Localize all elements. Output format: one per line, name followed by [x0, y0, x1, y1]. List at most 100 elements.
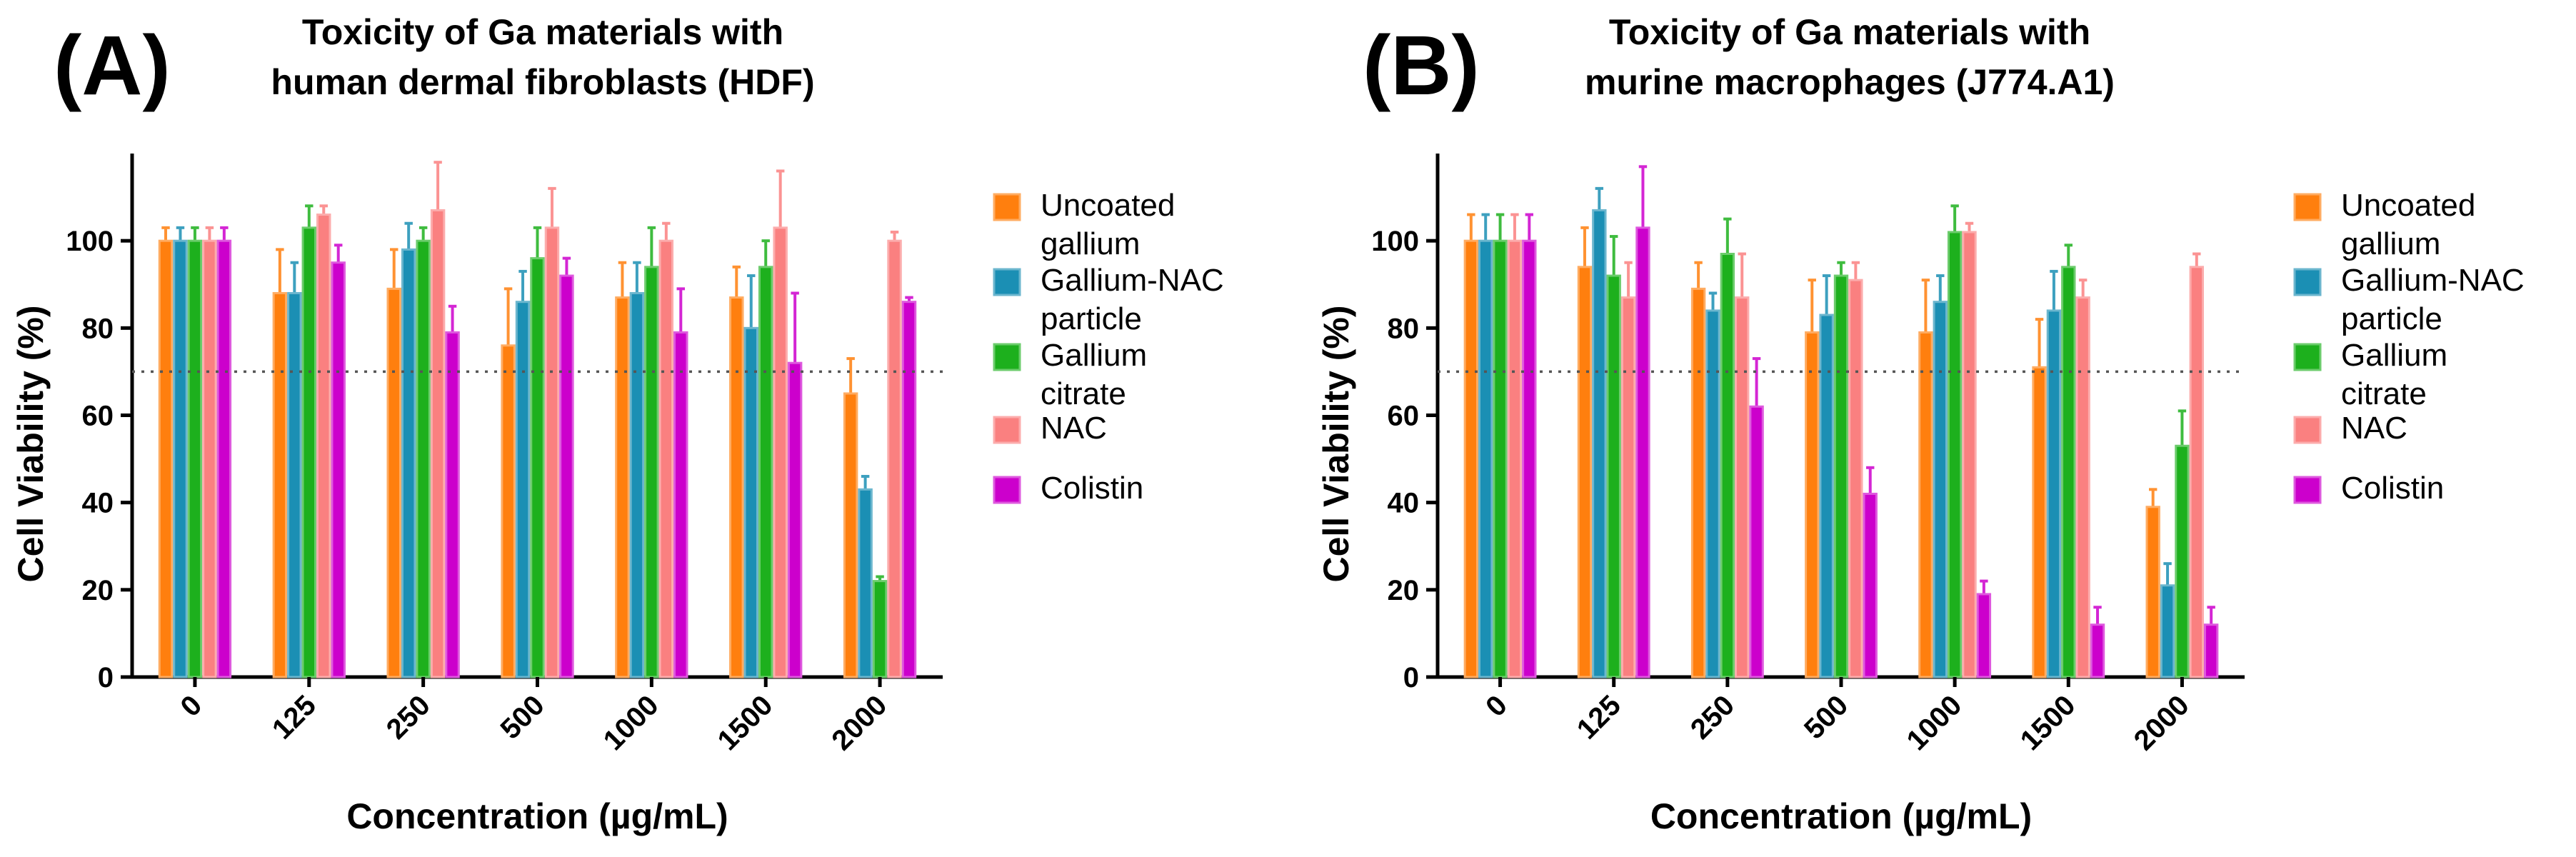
- y-tick-label: 100: [66, 226, 114, 257]
- bar: [316, 214, 331, 678]
- x-tick-label: 500: [495, 689, 551, 745]
- bar: [1606, 274, 1621, 678]
- bar: [644, 266, 659, 678]
- bar: [287, 291, 302, 678]
- bar: [331, 261, 346, 678]
- bar: [1478, 239, 1493, 678]
- x-tick-label: 1000: [598, 689, 665, 756]
- chart-panel-a: (A) Toxicity of Ga materials with human de…: [11, 12, 1224, 836]
- y-tick-label: 0: [98, 662, 114, 693]
- legend-label: Uncoated: [1041, 188, 1175, 223]
- bar: [202, 239, 217, 678]
- legend-label: Gallium-NAC: [2341, 263, 2525, 298]
- chart-title-line: murine macrophages (J774.A1): [1585, 62, 2115, 102]
- bar: [530, 257, 545, 678]
- bar: [2160, 584, 2175, 678]
- bar: [501, 344, 516, 678]
- bar: [1947, 231, 1963, 678]
- y-tick-label: 60: [1388, 401, 1420, 432]
- legend-swatch: [2293, 343, 2322, 371]
- legend-label: Uncoated: [2341, 188, 2475, 223]
- bar: [1848, 279, 1863, 678]
- x-tick-label: 0: [174, 689, 208, 723]
- bar: [544, 226, 560, 678]
- x-tick-label: 250: [381, 689, 436, 745]
- legend-label: Gallium: [2341, 338, 2447, 373]
- bar: [158, 239, 174, 678]
- x-tick-label: 1000: [1900, 689, 1968, 756]
- legend-swatch: [993, 343, 1021, 371]
- bar: [1493, 239, 1508, 678]
- bar: [2046, 309, 2062, 678]
- y-tick-label: 100: [1371, 226, 1419, 257]
- x-axis-label: Concentration (µg/mL): [1650, 796, 2032, 836]
- legend-label: citrate: [2341, 376, 2427, 411]
- bar: [1705, 309, 1720, 678]
- bar: [1976, 593, 1992, 678]
- bar: [629, 291, 645, 678]
- panel-tag: (B): [1363, 19, 1480, 113]
- bar: [386, 287, 401, 678]
- legend-swatch: [2293, 193, 2322, 221]
- legend-swatch: [993, 268, 1021, 296]
- bar: [1805, 331, 1820, 678]
- bar: [1918, 331, 1933, 678]
- bar: [843, 392, 858, 678]
- legend-swatch: [993, 416, 1021, 444]
- legend-label: Colistin: [2341, 471, 2444, 506]
- bar: [401, 248, 416, 678]
- bar: [1463, 239, 1479, 678]
- bar: [2189, 266, 2204, 678]
- bar: [2061, 266, 2076, 678]
- legend-label: Gallium-NAC: [1041, 263, 1224, 298]
- y-tick-label: 60: [82, 401, 114, 432]
- bar: [1749, 405, 1764, 678]
- y-tick-label: 80: [82, 313, 114, 344]
- bar: [615, 296, 630, 678]
- bar: [445, 331, 460, 678]
- x-tick-label: 1500: [2015, 689, 2082, 756]
- bar: [673, 331, 688, 678]
- legend-label: Colistin: [1041, 471, 1143, 506]
- legend-swatch: [2293, 268, 2322, 296]
- bar: [1863, 492, 1878, 678]
- legend-label: gallium: [2341, 226, 2440, 261]
- bar: [173, 239, 188, 678]
- legend-label: particle: [1041, 301, 1142, 336]
- y-tick-label: 20: [1388, 575, 1420, 606]
- bar: [1819, 314, 1834, 678]
- bar: [658, 239, 674, 678]
- bar: [729, 296, 744, 678]
- bar: [416, 239, 431, 678]
- bar: [2032, 366, 2047, 678]
- bar: [1690, 287, 1706, 678]
- chart-title-line: Toxicity of Ga materials with: [302, 12, 783, 52]
- x-tick-label: 1500: [712, 689, 779, 756]
- bar: [1507, 239, 1523, 678]
- bar: [1735, 296, 1750, 678]
- legend-swatch: [2293, 476, 2322, 504]
- x-tick-label: 125: [1571, 689, 1627, 745]
- legend-label: gallium: [1041, 226, 1140, 261]
- y-tick-label: 80: [1388, 313, 1420, 344]
- x-tick-label: 125: [266, 689, 322, 745]
- bar: [1720, 252, 1735, 678]
- x-tick-label: 0: [1480, 689, 1513, 723]
- bar: [2090, 623, 2105, 678]
- legend-label: particle: [2341, 301, 2442, 336]
- bar: [1577, 266, 1593, 678]
- bar: [872, 580, 888, 678]
- bar: [1592, 209, 1607, 678]
- legend-label: Gallium: [1041, 338, 1147, 373]
- bar: [187, 239, 203, 678]
- bar: [1833, 274, 1849, 678]
- y-axis-label: Cell Viability (%): [1316, 305, 1356, 582]
- x-tick-label: 2000: [2128, 689, 2195, 756]
- legend-swatch: [2293, 416, 2322, 444]
- bar: [1635, 226, 1650, 678]
- bar: [2203, 623, 2219, 678]
- bar: [1962, 231, 1977, 678]
- bar: [1522, 239, 1537, 678]
- legend-swatch: [993, 193, 1021, 221]
